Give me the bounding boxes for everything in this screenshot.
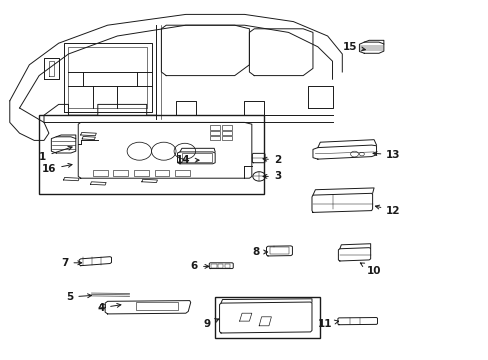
Bar xyxy=(222,136,232,140)
Bar xyxy=(222,125,232,130)
Text: 3: 3 xyxy=(263,171,281,181)
Text: 14: 14 xyxy=(176,155,199,165)
Text: 6: 6 xyxy=(190,261,208,271)
Text: 13: 13 xyxy=(372,150,400,160)
Bar xyxy=(210,125,220,130)
Bar xyxy=(93,170,107,176)
Bar xyxy=(211,264,216,268)
Bar xyxy=(136,302,177,310)
Text: 1: 1 xyxy=(39,147,72,162)
Text: 4: 4 xyxy=(98,303,121,313)
Bar xyxy=(39,115,264,194)
Bar xyxy=(222,131,232,135)
Bar xyxy=(154,170,169,176)
Text: 12: 12 xyxy=(375,205,400,216)
Bar xyxy=(224,264,230,268)
Text: 11: 11 xyxy=(317,319,338,329)
Text: 10: 10 xyxy=(360,263,381,276)
Bar xyxy=(269,247,288,254)
Bar xyxy=(134,170,148,176)
Bar xyxy=(175,170,189,176)
Bar xyxy=(113,170,128,176)
Text: 8: 8 xyxy=(251,247,267,257)
Bar xyxy=(218,264,223,268)
Bar xyxy=(182,153,212,162)
Bar xyxy=(210,136,220,140)
Text: 2: 2 xyxy=(263,155,281,165)
Bar xyxy=(215,297,320,338)
Text: 5: 5 xyxy=(66,292,91,302)
Text: 15: 15 xyxy=(342,42,365,52)
Bar xyxy=(210,131,220,135)
Text: 7: 7 xyxy=(61,258,81,268)
Text: 16: 16 xyxy=(41,163,72,174)
Text: 9: 9 xyxy=(203,319,219,329)
